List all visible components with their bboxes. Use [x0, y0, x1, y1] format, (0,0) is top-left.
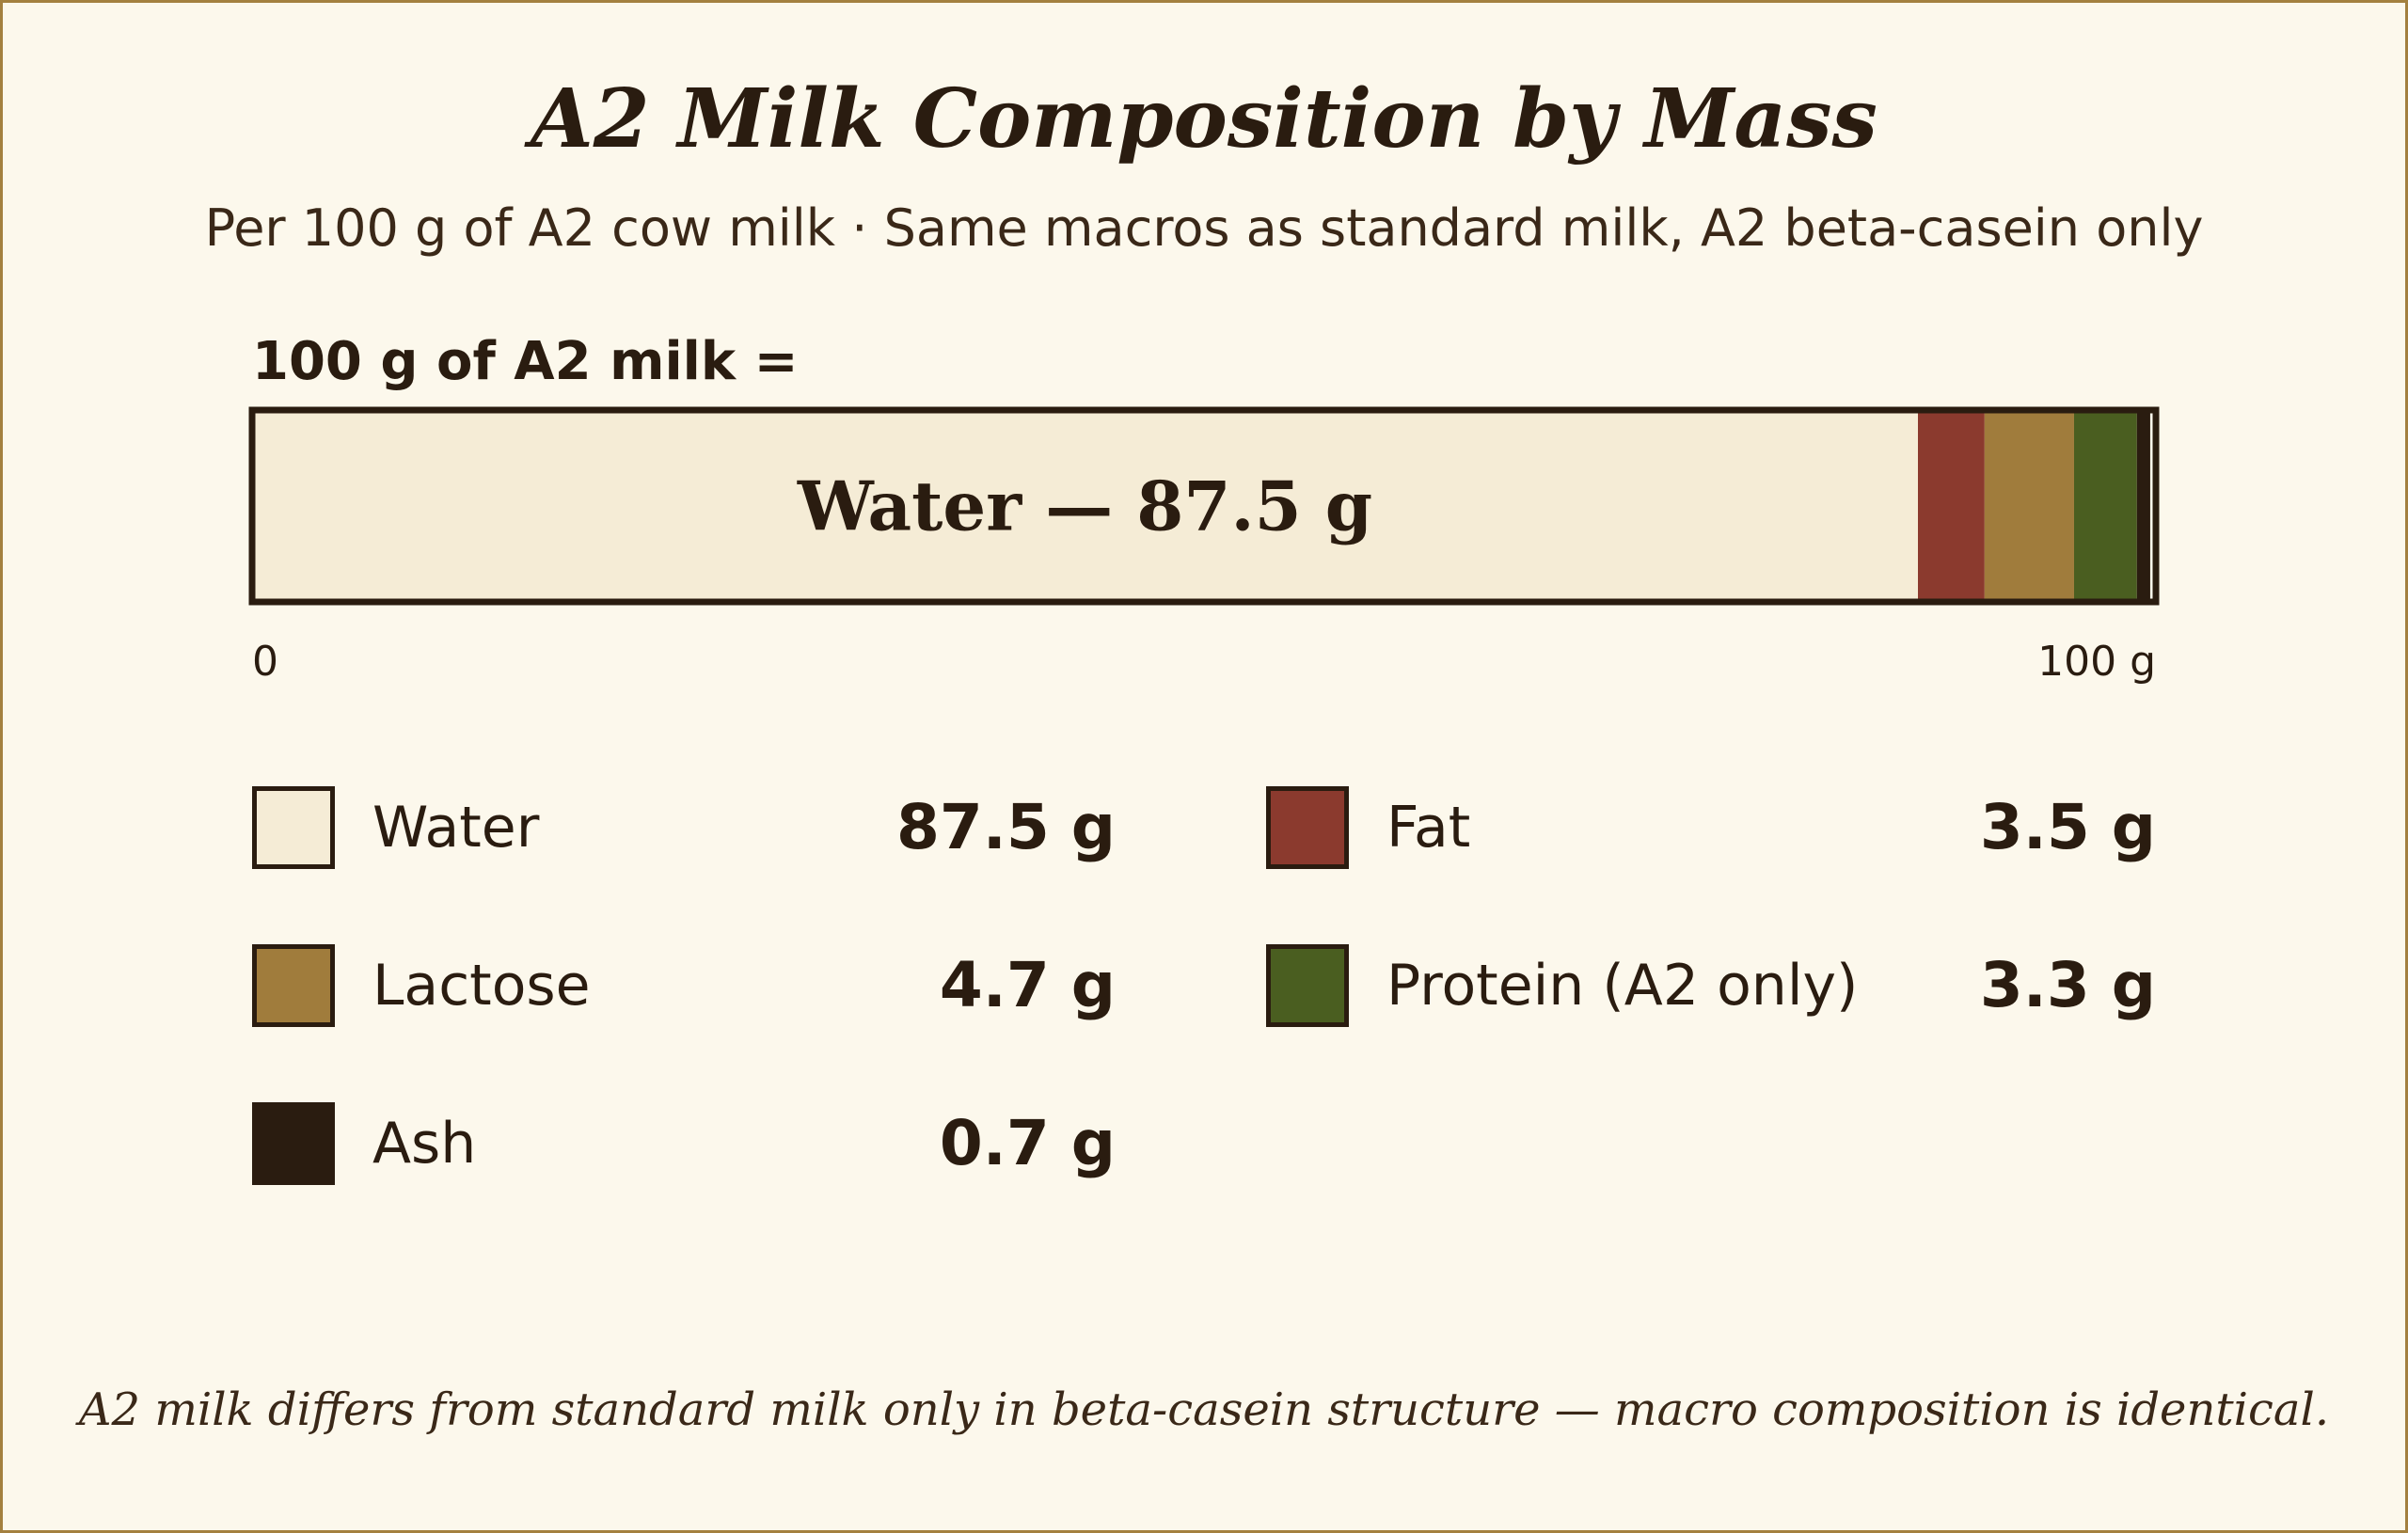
legend-value-ash: 0.7 g — [939, 1107, 1116, 1179]
legend-value-water: 87.5 g — [895, 791, 1116, 863]
legend-item-lactose: Lactose 4.7 g — [252, 944, 1116, 1031]
legend-item-fat: Fat 3.5 g — [1266, 786, 2156, 873]
legend-label-water: Water — [372, 795, 540, 861]
bar-segment-ash — [2136, 410, 2150, 602]
legend-label-fat: Fat — [1386, 795, 1471, 861]
bar-segments — [252, 410, 2150, 602]
legend-value-fat: 3.5 g — [1979, 791, 2156, 863]
bar-segment-water — [252, 410, 1918, 602]
legend-value-protein: 3.3 g — [1979, 949, 2156, 1021]
legend-swatch-water — [252, 786, 335, 869]
bar-segment-protein-a2-only — [2073, 410, 2137, 602]
legend-item-protein: Protein (A2 only) 3.3 g — [1266, 944, 2156, 1031]
legend-item-ash: Ash 0.7 g — [252, 1102, 1116, 1189]
legend-item-water: Water 87.5 g — [252, 786, 1116, 873]
bar-inline-label: Water — 87.5 g — [797, 466, 1372, 546]
footnote: A2 milk differs from standard milk only … — [78, 1383, 2330, 1436]
legend-swatch-protein — [1266, 944, 1349, 1027]
legend-swatch-fat — [1266, 786, 1349, 869]
bar-segment-lactose — [1984, 410, 2074, 602]
chart-subtitle: Per 100 g of A2 cow milk · Same macros a… — [204, 198, 2204, 258]
bar-outline — [248, 406, 2160, 606]
legend-label-protein: Protein (A2 only) — [1386, 953, 1859, 1019]
legend-swatch-ash — [252, 1102, 335, 1185]
axis-min-label: 0 — [252, 638, 278, 686]
chart-title: A2 Milk Composition by Mass — [531, 71, 1877, 166]
bar-heading: 100 g of A2 milk = — [252, 331, 799, 392]
legend-label-ash: Ash — [372, 1111, 477, 1177]
bar-segment-fat — [1918, 410, 1985, 602]
axis-max-label: 100 g — [2037, 638, 2156, 686]
legend-swatch-lactose — [252, 944, 335, 1027]
legend-value-lactose: 4.7 g — [939, 949, 1116, 1021]
legend-label-lactose: Lactose — [372, 953, 591, 1019]
